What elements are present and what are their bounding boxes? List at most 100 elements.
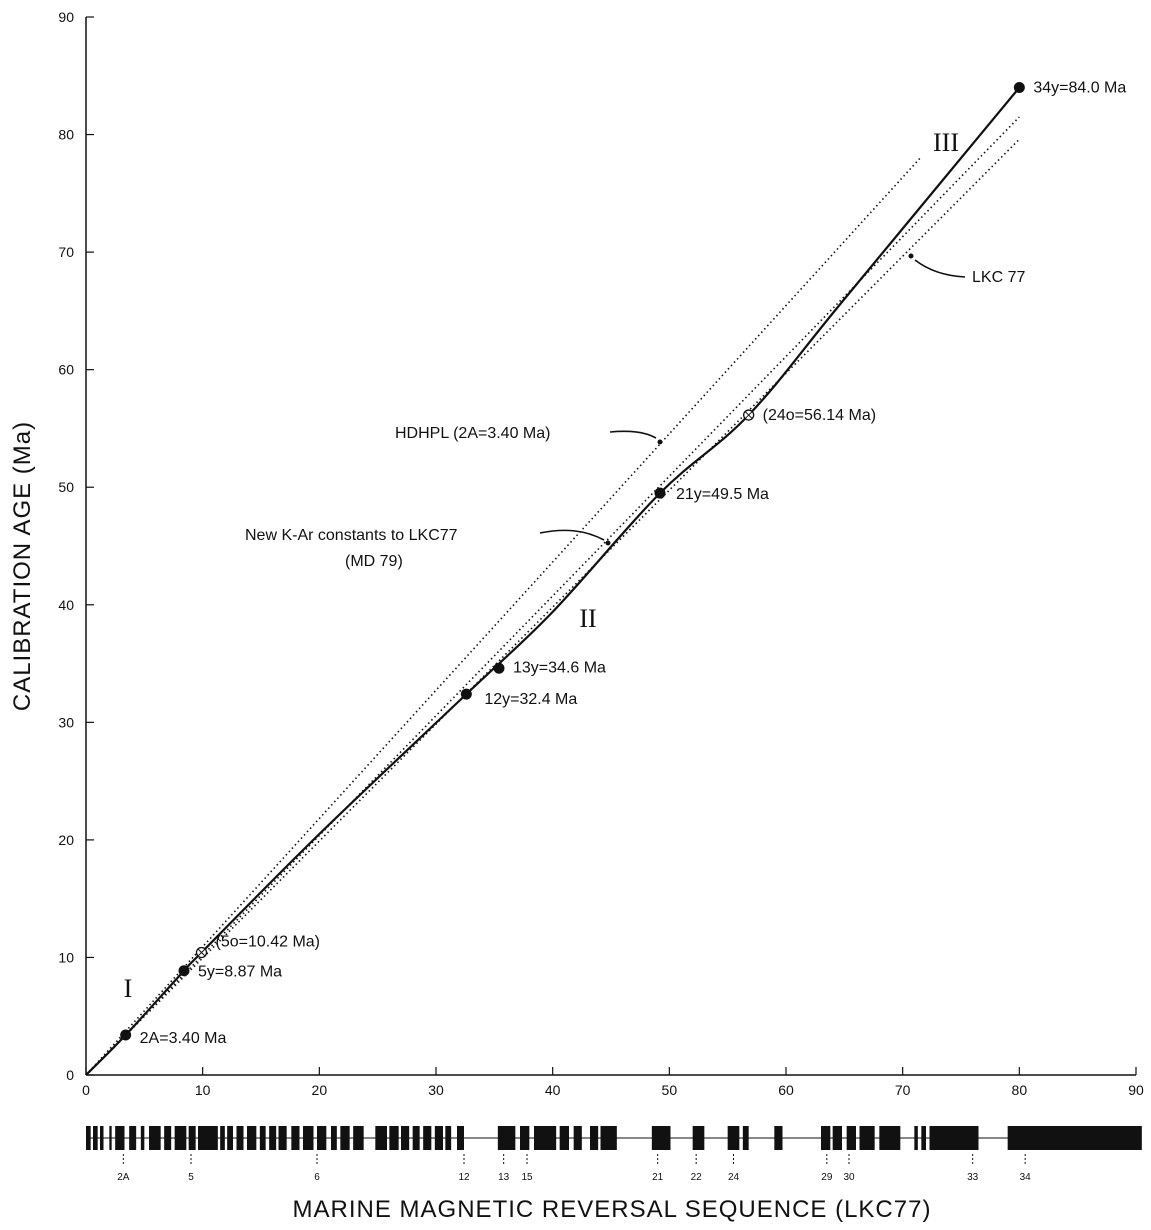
data-point <box>493 662 505 674</box>
solid-calibration-line <box>85 86 1021 1076</box>
anomaly-label: 24 <box>728 1172 740 1183</box>
data-point-label: (24o=56.14 Ma) <box>763 407 876 424</box>
data-point <box>178 965 190 977</box>
normal-polarity-block <box>846 1126 856 1150</box>
data-point-label: (5o=10.42 Ma) <box>216 934 321 951</box>
normal-polarity-block <box>457 1126 464 1150</box>
normal-polarity-block <box>559 1126 569 1150</box>
anomaly-label: 21 <box>652 1172 664 1183</box>
x-tick-label: 40 <box>545 1082 561 1098</box>
y-tick-label: 50 <box>58 479 74 495</box>
x-tick-label: 70 <box>895 1082 911 1098</box>
annotation-arrow <box>539 529 605 541</box>
axis-titles: CALIBRATION AGE (Ma) MARINE MAGNETIC REV… <box>9 421 932 1223</box>
normal-polarity-block <box>140 1126 145 1150</box>
axes: 0 10 20 30 40 50 60 70 80 90 0 10 20 30 40 50 60 70 80 90 <box>58 9 1144 1098</box>
open-point-cross <box>197 948 206 957</box>
x-tick-label: 80 <box>1012 1082 1028 1098</box>
data-point-label: 21y=49.5 Ma <box>676 486 769 503</box>
anomaly-label: 22 <box>691 1172 703 1183</box>
md79-dotted-line <box>85 116 1020 1076</box>
normal-polarity-block <box>727 1126 740 1150</box>
y-tick-label: 90 <box>58 9 74 25</box>
x-tick-label: 90 <box>1128 1082 1144 1098</box>
data-point-label: 5y=8.87 Ma <box>198 964 282 981</box>
data-point-label: 12y=32.4 Ma <box>484 691 577 708</box>
data-point <box>460 688 472 700</box>
arrow-head <box>605 540 611 546</box>
data-point <box>1013 82 1025 94</box>
normal-polarity-block <box>174 1126 187 1150</box>
normal-polarity-block <box>434 1126 443 1150</box>
normal-polarity-block <box>600 1126 617 1150</box>
normal-polarity-block <box>353 1126 364 1150</box>
normal-polarity-block <box>93 1126 98 1150</box>
y-tick-label: 10 <box>58 949 74 965</box>
anomaly-label: 13 <box>498 1172 510 1183</box>
annotation-text: LKC 77 <box>972 269 1025 286</box>
normal-polarity-block <box>100 1126 104 1150</box>
open-point-cross <box>744 411 753 419</box>
normal-polarity-block <box>303 1126 314 1150</box>
annotation-arrow <box>914 259 966 278</box>
x-axis-title: MARINE MAGNETIC REVERSAL SEQUENCE (LKC77… <box>293 1196 932 1223</box>
normal-polarity-block <box>340 1126 350 1150</box>
normal-polarity-block <box>269 1126 277 1150</box>
normal-polarity-block <box>832 1126 842 1150</box>
x-tick-label: 30 <box>428 1082 444 1098</box>
annotations: HDHPL (2A=3.40 Ma) New K-Ar constants to … <box>124 128 1026 1003</box>
arrow-head <box>657 439 663 445</box>
normal-polarity-block <box>497 1126 516 1150</box>
normal-polarity-block <box>259 1126 266 1150</box>
normal-polarity-block <box>164 1126 172 1150</box>
normal-polarity-block <box>401 1126 410 1150</box>
x-tick-label: 60 <box>778 1082 794 1098</box>
normal-polarity-block <box>198 1126 218 1150</box>
annotation-arrow <box>609 430 657 439</box>
region-label: III <box>933 128 959 157</box>
normal-polarity-block <box>651 1126 671 1150</box>
normal-polarity-block <box>220 1126 225 1150</box>
normal-polarity-block <box>929 1126 979 1150</box>
normal-polarity-block <box>692 1126 705 1150</box>
anomaly-label: 12 <box>458 1172 470 1183</box>
y-tick-label: 70 <box>58 244 74 260</box>
normal-polarity-block <box>331 1126 337 1150</box>
normal-polarity-block <box>115 1126 125 1150</box>
normal-polarity-block <box>821 1126 831 1150</box>
data-point-label: 13y=34.6 Ma <box>513 659 606 676</box>
anomaly-label: 34 <box>1020 1172 1032 1183</box>
normal-polarity-block <box>423 1126 432 1150</box>
normal-polarity-block <box>291 1126 300 1150</box>
normal-polarity-block <box>278 1126 287 1150</box>
data-point <box>654 487 666 499</box>
y-tick-label: 60 <box>58 362 74 378</box>
y-tick-label: 30 <box>58 714 74 730</box>
normal-polarity-block <box>520 1126 530 1150</box>
anomaly-label: 29 <box>821 1172 833 1183</box>
y-tick-label: 80 <box>58 127 74 143</box>
series-lines <box>85 86 1021 1076</box>
y-tick-label: 20 <box>58 832 74 848</box>
normal-polarity-block <box>236 1126 244 1150</box>
normal-polarity-block <box>247 1126 257 1150</box>
normal-polarity-block <box>188 1126 196 1150</box>
normal-polarity-block <box>534 1126 557 1150</box>
annotation-text: New K-Ar constants to LKC77 <box>245 527 458 544</box>
data-points: 2A=3.40 Ma 5y=8.87 Ma (5o=10.42 Ma) 12y=32.… <box>120 80 1126 1047</box>
normal-polarity-block <box>149 1126 161 1150</box>
magnetic-reversal-band: 2A 5 6 12 13 15 21 22 24 29 30 33 34 <box>86 1126 1142 1183</box>
normal-polarity-block <box>742 1126 749 1150</box>
normal-polarity-block <box>573 1126 582 1150</box>
normal-polarity-block <box>445 1126 452 1150</box>
anomaly-label: 15 <box>521 1172 533 1183</box>
x-tick-label: 20 <box>312 1082 328 1098</box>
normal-polarity-block <box>914 1126 918 1150</box>
normal-polarity-block <box>774 1126 783 1150</box>
normal-polarity-block <box>590 1126 599 1150</box>
normal-polarity-block <box>86 1126 91 1150</box>
normal-polarity-block <box>375 1126 387 1150</box>
normal-polarity-block <box>109 1126 112 1150</box>
